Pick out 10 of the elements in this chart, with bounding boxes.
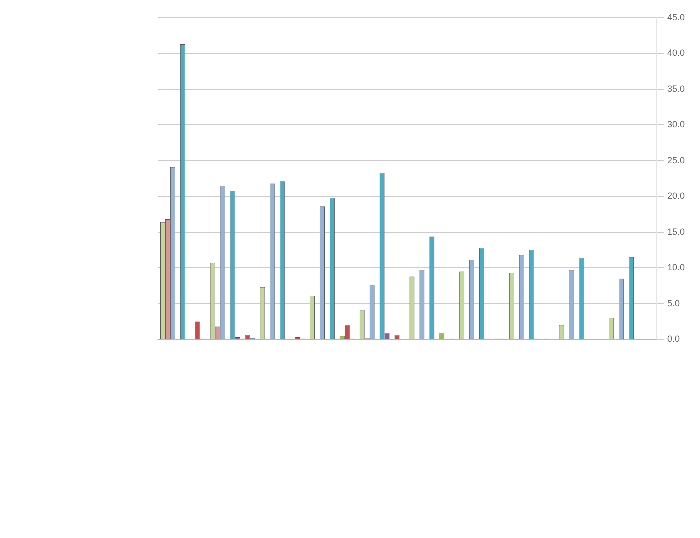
y-tick-label: 35.0 [667,84,686,94]
y-tick-label: 20.0 [667,191,686,202]
y-tick-label: 10.0 [667,262,686,273]
y-tick-label: 45.0 [667,12,686,22]
y-tick-label: 40.0 [667,48,686,58]
y-tick-label: 30.0 [667,120,686,130]
y-tick-label: 0.0 [667,334,680,344]
y-tick-label: 15.0 [667,226,686,237]
y-tick-label: 25.0 [667,155,686,166]
y-tick-label: 5.0 [667,298,680,308]
